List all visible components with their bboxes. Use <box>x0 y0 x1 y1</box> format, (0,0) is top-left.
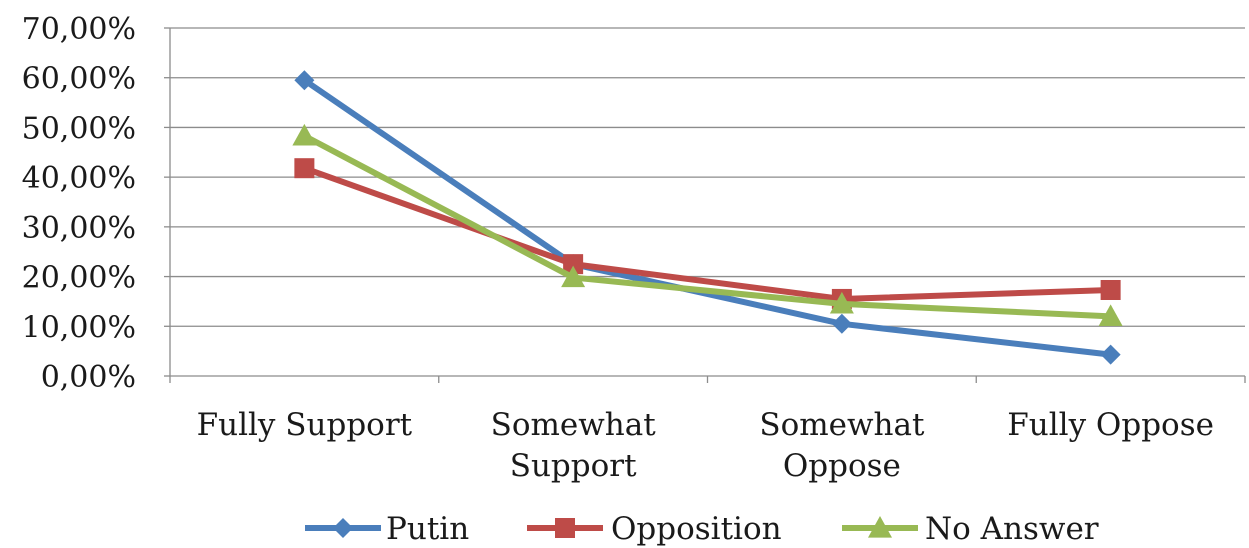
legend-item-no-answer: No Answer <box>842 511 1099 547</box>
x-tick-label: Fully Support <box>197 407 413 443</box>
data-point-opposition <box>294 158 315 179</box>
data-point-no-answer <box>1098 304 1123 326</box>
y-axis: 0,00% 10,00% 20,00% 30,00% 40,00% 50,00% 60,00… <box>22 12 171 395</box>
legend-marker-opposition <box>555 518 575 538</box>
data-point-putin <box>831 313 852 334</box>
data-point-no-answer <box>829 291 854 314</box>
gridlines <box>170 27 1245 327</box>
y-tick-label: 60,00% <box>22 62 136 97</box>
data-point-opposition <box>563 254 584 275</box>
series-line-opposition <box>303 165 1111 302</box>
x-axis: Fully Support Somewhat Support Somewhat Oppo… <box>169 375 1246 484</box>
y-tick-label: 50,00% <box>22 111 136 146</box>
legend-marker-no-answer <box>868 516 892 538</box>
y-tick-label: 70,00% <box>22 12 136 47</box>
x-tick-label: Somewhat Support <box>491 407 657 484</box>
series-line-putin <box>302 77 1111 358</box>
series-group <box>292 70 1123 365</box>
y-tick-label: 40,00% <box>22 161 136 196</box>
legend-label: Opposition <box>611 511 782 547</box>
legend-marker-putin <box>333 518 353 538</box>
x-tick-label: Somewhat Oppose <box>759 407 925 484</box>
legend-item-opposition: Opposition <box>527 511 782 547</box>
legend: Putin Opposition No Answer <box>305 511 1099 547</box>
y-tick-label: 0,00% <box>41 360 136 395</box>
data-point-no-answer <box>561 265 586 288</box>
data-point-putin <box>1100 344 1121 365</box>
legend-label: No Answer <box>925 511 1099 547</box>
data-point-putin <box>294 70 315 91</box>
data-point-no-answer <box>292 123 317 146</box>
y-tick-label: 20,00% <box>22 261 136 296</box>
legend-label: Putin <box>386 511 469 547</box>
legend-item-putin: Putin <box>305 511 469 547</box>
data-point-opposition <box>1100 279 1121 300</box>
x-tick-label: Fully Oppose <box>1007 407 1214 443</box>
y-tick-label: 30,00% <box>22 211 136 246</box>
y-tick-label: 10,00% <box>22 310 136 345</box>
series-line-no-answer <box>302 133 1111 320</box>
